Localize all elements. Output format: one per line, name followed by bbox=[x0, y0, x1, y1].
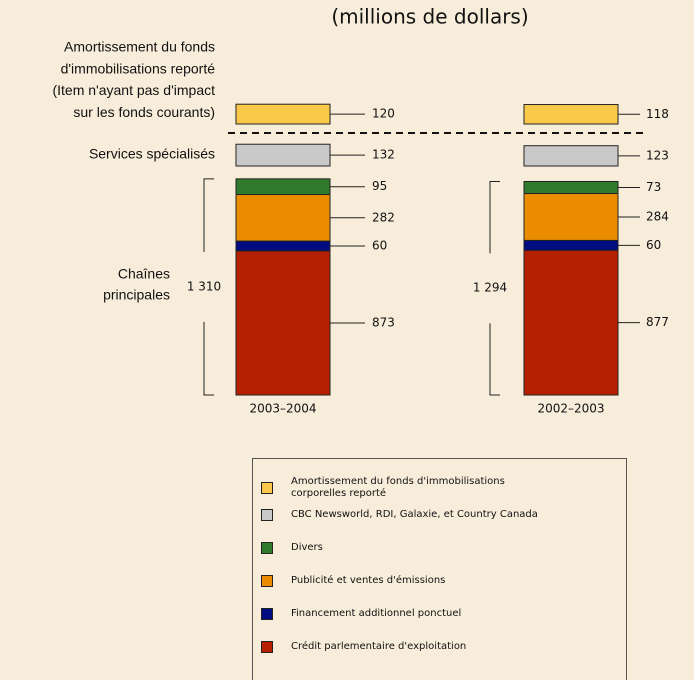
legend-label: Publicité et ventes d'émissions bbox=[291, 575, 446, 586]
value-label: 123 bbox=[646, 148, 669, 162]
legend: Amortissement du fonds d'immobilisations… bbox=[252, 458, 627, 680]
chart-title: (millions de dollars) bbox=[331, 5, 528, 29]
group-total: 1 310 bbox=[187, 279, 221, 293]
legend-item: Publicité et ventes d'émissions bbox=[253, 575, 541, 587]
bar-segment bbox=[523, 104, 619, 125]
legend-label: CBC Newsworld, RDI, Galaxie, et Country … bbox=[291, 509, 538, 520]
x-tick-label: 2003–2004 bbox=[249, 402, 316, 416]
bar-segment bbox=[523, 239, 619, 251]
value-label: 60 bbox=[646, 238, 661, 252]
value-label: 60 bbox=[372, 239, 387, 253]
bar-segment bbox=[523, 249, 619, 396]
bar-segment bbox=[523, 180, 619, 195]
legend-label: Divers bbox=[291, 542, 323, 553]
legend-item: Crédit parlementaire d'exploitation bbox=[253, 641, 541, 653]
value-label: 118 bbox=[646, 107, 669, 121]
legend-label: Crédit parlementaire d'exploitation bbox=[291, 641, 467, 652]
bar-segment bbox=[235, 240, 331, 252]
side-label: (Item n'ayant pas d'impact bbox=[52, 82, 215, 98]
legend-swatch bbox=[261, 575, 273, 587]
group-label: principales bbox=[103, 287, 170, 303]
legend-item: Divers bbox=[253, 542, 541, 554]
legend-item: CBC Newsworld, RDI, Galaxie, et Country … bbox=[253, 509, 541, 521]
bar-segment bbox=[523, 145, 619, 167]
legend-swatch bbox=[261, 641, 273, 653]
legend-label: Amortissement du fonds d'immobilisations… bbox=[291, 476, 505, 499]
value-label: 282 bbox=[372, 210, 395, 224]
value-label: 95 bbox=[372, 179, 387, 193]
bar-segment bbox=[235, 103, 331, 125]
legend-label: Financement additionnel ponctuel bbox=[291, 608, 462, 619]
value-label: 120 bbox=[372, 107, 395, 121]
legend-item: Amortissement du fonds d'immobilisations… bbox=[253, 476, 541, 500]
side-label: Services spécialisés bbox=[89, 146, 215, 162]
bar-segment bbox=[523, 193, 619, 241]
x-tick-label: 2002–2003 bbox=[537, 402, 604, 416]
legend-swatch bbox=[261, 608, 273, 620]
bar-segment bbox=[235, 178, 331, 196]
value-label: 877 bbox=[646, 315, 669, 329]
bracket bbox=[203, 178, 214, 396]
legend-swatch bbox=[261, 482, 273, 494]
group-total: 1 294 bbox=[473, 281, 507, 295]
group-label: Chaînes bbox=[118, 266, 170, 282]
bar-segment bbox=[235, 143, 331, 167]
value-label: 873 bbox=[372, 315, 395, 329]
value-label: 132 bbox=[372, 148, 395, 162]
legend-item: Financement additionnel ponctuel bbox=[253, 608, 541, 620]
side-label: d'immobilisations reporté bbox=[61, 60, 216, 76]
side-label: sur les fonds courants) bbox=[73, 104, 215, 120]
value-label: 73 bbox=[646, 180, 661, 194]
bar-segment bbox=[235, 194, 331, 242]
bracket bbox=[489, 180, 500, 396]
bar-segment bbox=[235, 250, 331, 396]
value-label: 284 bbox=[646, 209, 669, 223]
legend-swatch bbox=[261, 509, 273, 521]
side-label: Amortissement du fonds bbox=[64, 39, 215, 55]
legend-swatch bbox=[261, 542, 273, 554]
